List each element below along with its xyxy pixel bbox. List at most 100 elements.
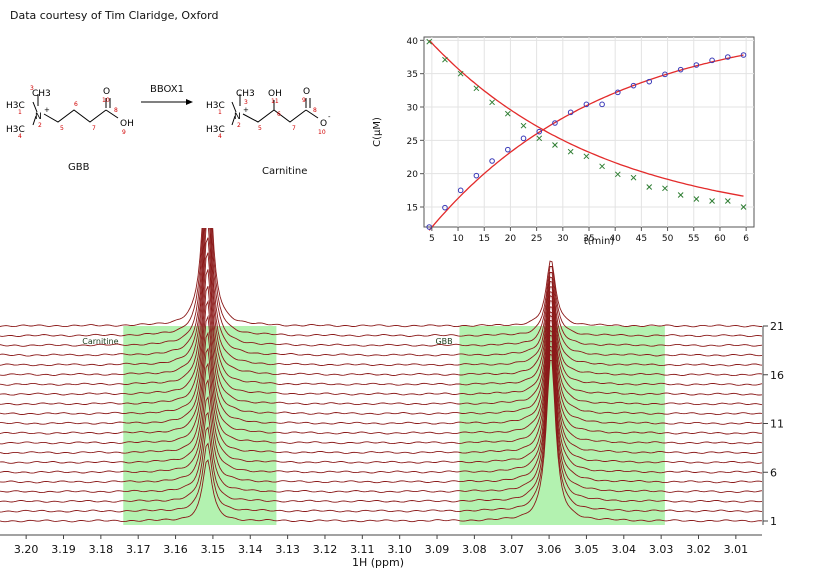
data-point-x [614, 171, 621, 178]
data-point-circle [646, 78, 653, 85]
data-point-circle [709, 57, 715, 64]
data-point-x [473, 85, 480, 92]
gbb-structure [32, 94, 119, 126]
gbb-name: GBB [68, 162, 90, 173]
gbb-atom-number: 2 [38, 122, 42, 129]
x-axis-label: t(min) [584, 236, 615, 245]
carnitine-atom-number: 9 [302, 97, 306, 104]
data-point-x [646, 184, 653, 190]
carnitine-atom-number: 10 [318, 129, 326, 136]
region-label: GBB [435, 337, 452, 346]
carnitine-atom-number: 8 [313, 107, 317, 114]
spectrum-trace [0, 359, 763, 523]
x-tick-label: 3.02 [686, 543, 711, 556]
carnitine-ch3: CH3 [236, 89, 255, 99]
carnitine-atom-number: 2 [237, 122, 241, 129]
y-tick-label: 25 [407, 137, 418, 147]
spectrum-trace [0, 353, 763, 513]
x-tick-label: 3.11 [350, 543, 375, 556]
gbb-n: N [35, 112, 42, 122]
data-point-x [709, 198, 715, 204]
gbb-atom-number: 7 [92, 125, 96, 132]
data-point-circle [677, 66, 684, 73]
gbb-h3c-bottom: H3C [6, 125, 25, 135]
x-tick-label: 10 [452, 234, 464, 244]
data-point-circle [536, 128, 543, 135]
x-tick-label: 3.20 [14, 543, 39, 556]
gbb-o: O [103, 87, 110, 97]
x-tick-label: 45 [636, 234, 647, 244]
carnitine-o: O [303, 87, 310, 97]
data-point-circle [615, 89, 621, 96]
x-tick-label: 3.09 [425, 543, 450, 556]
x-tick-label: 15 [479, 234, 490, 244]
data-point-x [504, 110, 511, 117]
data-point-circle [567, 109, 574, 116]
carnitine-atom-number: 7 [292, 125, 296, 132]
x-tick-label: 3.05 [574, 543, 599, 556]
data-point-x [536, 135, 543, 142]
gbb-atom-number: 9 [122, 129, 126, 136]
carnitine-n: N [234, 112, 241, 122]
spectrum-trace [0, 228, 762, 328]
carnitine-atom-number: 4 [218, 133, 222, 140]
spectrum-trace [0, 228, 763, 338]
spectrum-trace [0, 228, 763, 367]
spectrum-trace [0, 329, 763, 464]
spectrum-trace [0, 286, 763, 416]
y-tick-label: 1 [770, 515, 777, 528]
y-tick-label: 11 [770, 418, 784, 431]
reaction-arrow [141, 99, 193, 105]
data-point-circle [552, 120, 558, 126]
data-point-circle [630, 82, 637, 89]
gbb-atom-number: 4 [18, 133, 22, 140]
carnitine-oh: OH [268, 89, 282, 99]
spectrum-trace [0, 252, 763, 396]
x-tick-label: 30 [557, 234, 569, 244]
data-point-x [567, 148, 574, 155]
y-tick-label: 15 [407, 204, 418, 214]
gbb-atom-number: 1 [18, 109, 22, 116]
x-tick-label: 50 [662, 234, 674, 244]
x-axis-label: 1H (ppm) [352, 556, 404, 568]
data-point-x [630, 174, 637, 181]
x-tick-label: 3.19 [51, 543, 76, 556]
reaction-scheme: H3C H3C CH3 N + O OH 1 2 3 4 5 6 7 8 9 1… [6, 84, 331, 177]
fit-curve [428, 54, 744, 231]
spectrum-trace [0, 340, 763, 484]
y-tick-label: 40 [407, 37, 419, 47]
carnitine-n-charge: + [243, 106, 249, 114]
spectrum-trace [0, 325, 763, 455]
carnitine-structure [231, 94, 319, 126]
y-axis-label: C(μM) [372, 117, 383, 147]
x-tick-label: 3.17 [126, 543, 151, 556]
x-tick-label: 6 [743, 234, 749, 244]
data-point-circle [457, 187, 464, 194]
x-tick-label: 3.08 [462, 543, 487, 556]
gbb-h3c-top: H3C [6, 101, 25, 111]
data-point-x [520, 122, 527, 129]
data-point-circle [520, 135, 527, 142]
data-credit: Data courtesy of Tim Claridge, Oxford [10, 9, 219, 22]
spectrum-trace [0, 345, 763, 494]
data-point-circle [693, 62, 700, 68]
carnitine-name: Carnitine [262, 166, 307, 177]
gbb-n-charge: + [44, 106, 50, 114]
data-point-circle [442, 204, 448, 211]
data-point-circle [583, 101, 590, 108]
region-label: Carnitine [82, 337, 118, 346]
carnitine-h3c-bottom: H3C [206, 125, 225, 135]
data-point-circle [599, 101, 605, 108]
carnitine-atom-number: 3 [244, 99, 248, 106]
data-point-circle [489, 158, 495, 164]
data-point-x [442, 56, 448, 63]
gbb-atom-number: 8 [114, 107, 118, 114]
fit-curve [428, 39, 744, 197]
spectrum-trace [0, 319, 763, 445]
x-tick-label: 35 [583, 234, 594, 244]
spectrum-trace [0, 334, 763, 474]
spectrum-trace [0, 228, 763, 357]
x-tick-label: 3.10 [387, 543, 412, 556]
data-point-x [583, 153, 590, 160]
data-point-x [457, 70, 464, 77]
